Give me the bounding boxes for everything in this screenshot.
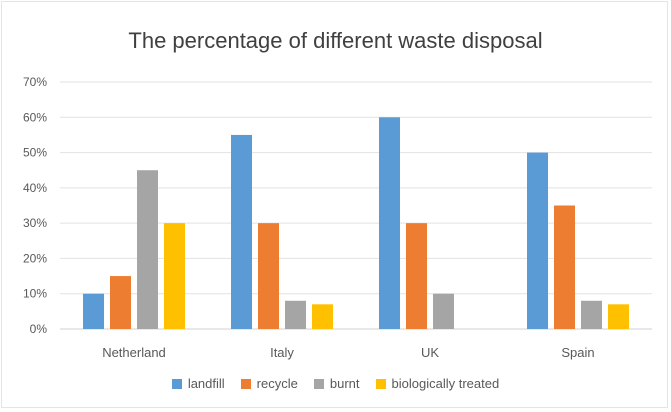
legend-label: burnt	[329, 376, 360, 391]
legend-swatch	[240, 378, 251, 389]
bar-burnt-uk	[433, 293, 454, 329]
x-tick-label: UK	[421, 345, 439, 360]
y-tick-label: 30%	[23, 216, 47, 230]
y-tick-label: 60%	[23, 110, 47, 124]
legend-label: biologically treated	[391, 376, 500, 391]
x-tick-label: Netherland	[102, 345, 166, 360]
legend-label: landfill	[187, 376, 225, 391]
bar-biologically-treated-netherland	[164, 223, 185, 329]
bar-biologically-treated-spain	[608, 304, 629, 329]
bar-recycle-spain	[554, 205, 575, 329]
y-tick-label: 70%	[23, 75, 47, 89]
y-tick-label: 40%	[23, 181, 47, 195]
legend-item: recycle	[240, 376, 298, 391]
bar-recycle-italy	[258, 223, 279, 329]
bar-burnt-netherland	[137, 170, 158, 329]
y-tick-label: 20%	[23, 251, 47, 265]
x-tick-label: Italy	[270, 345, 294, 360]
bar-burnt-spain	[581, 300, 602, 329]
y-tick-label: 0%	[30, 322, 48, 336]
y-tick-label: 10%	[23, 287, 47, 301]
y-tick-label: 50%	[23, 146, 47, 160]
bar-recycle-uk	[406, 223, 427, 329]
bar-landfill-uk	[379, 117, 400, 330]
legend-item: landfill	[171, 376, 225, 391]
legend-swatch	[171, 378, 182, 389]
bar-landfill-spain	[527, 152, 548, 329]
legend-swatch	[375, 378, 386, 389]
legend-item: biologically treated	[375, 376, 500, 391]
bar-biologically-treated-italy	[312, 304, 333, 329]
chart-legend: landfill recycle burnt biologically treated	[2, 376, 669, 391]
chart-title: The percentage of different waste dispos…	[128, 28, 543, 53]
bar-burnt-italy	[285, 300, 306, 329]
bar-recycle-netherland	[110, 276, 131, 329]
legend-item: burnt	[313, 376, 360, 391]
x-tick-label: Spain	[561, 345, 594, 360]
legend-label: recycle	[256, 376, 298, 391]
legend-swatch	[313, 378, 324, 389]
bar-landfill-italy	[231, 134, 252, 329]
bar-landfill-netherland	[83, 293, 104, 329]
